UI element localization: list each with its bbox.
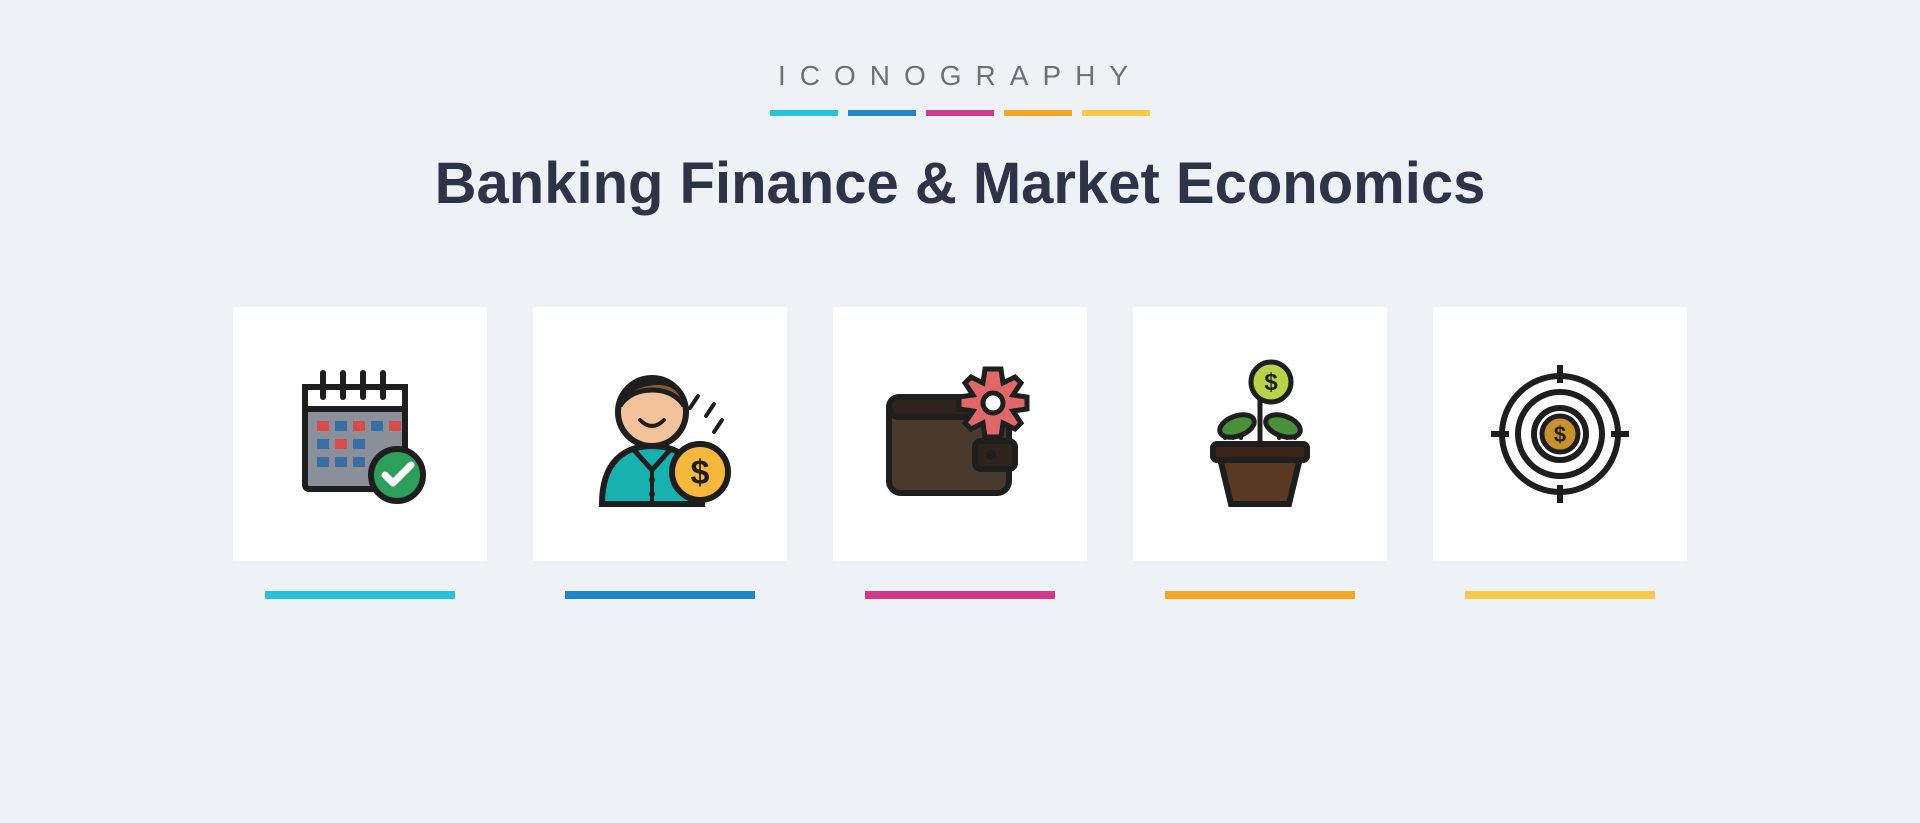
icon-card-wallet xyxy=(833,307,1087,599)
strip-cyan xyxy=(770,110,838,116)
icon-card-person: $ xyxy=(533,307,787,599)
icon-box xyxy=(233,307,487,561)
card-underline xyxy=(1165,591,1355,599)
eyebrow-text: ICONOGRAPHY xyxy=(435,60,1486,92)
page-title: Banking Finance & Market Economics xyxy=(435,150,1486,217)
strip-magenta xyxy=(926,110,994,116)
icon-box: $ xyxy=(1433,307,1687,561)
calendar-check-icon xyxy=(285,359,435,509)
card-underline xyxy=(565,591,755,599)
svg-text:$: $ xyxy=(1554,422,1566,447)
icon-box: $ xyxy=(533,307,787,561)
card-underline xyxy=(865,591,1055,599)
icon-card-target: $ xyxy=(1433,307,1687,599)
icon-row: $ xyxy=(233,307,1687,599)
svg-text:$: $ xyxy=(691,454,710,492)
person-salary-icon: $ xyxy=(580,354,740,514)
money-target-icon: $ xyxy=(1485,359,1635,509)
money-plant-icon: $ xyxy=(1185,354,1335,514)
card-underline xyxy=(265,591,455,599)
svg-text:$: $ xyxy=(1264,369,1278,396)
strip-blue xyxy=(848,110,916,116)
icon-box: $ xyxy=(1133,307,1387,561)
header: ICONOGRAPHY Banking Finance & Market Eco… xyxy=(435,60,1486,217)
wallet-gear-icon xyxy=(875,359,1045,509)
icon-box xyxy=(833,307,1087,561)
card-underline xyxy=(1465,591,1655,599)
icon-card-calendar xyxy=(233,307,487,599)
stage: ICONOGRAPHY Banking Finance & Market Eco… xyxy=(0,0,1920,823)
strip-orange xyxy=(1004,110,1072,116)
icon-card-plant: $ xyxy=(1133,307,1387,599)
strip-yellow xyxy=(1082,110,1150,116)
color-strip xyxy=(435,110,1486,116)
